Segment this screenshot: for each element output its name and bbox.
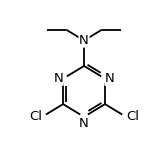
Text: N: N (79, 34, 89, 47)
Text: N: N (105, 72, 115, 85)
Text: N: N (79, 117, 89, 130)
Text: Cl: Cl (29, 110, 42, 123)
Text: N: N (53, 72, 63, 85)
Text: Cl: Cl (126, 110, 139, 123)
